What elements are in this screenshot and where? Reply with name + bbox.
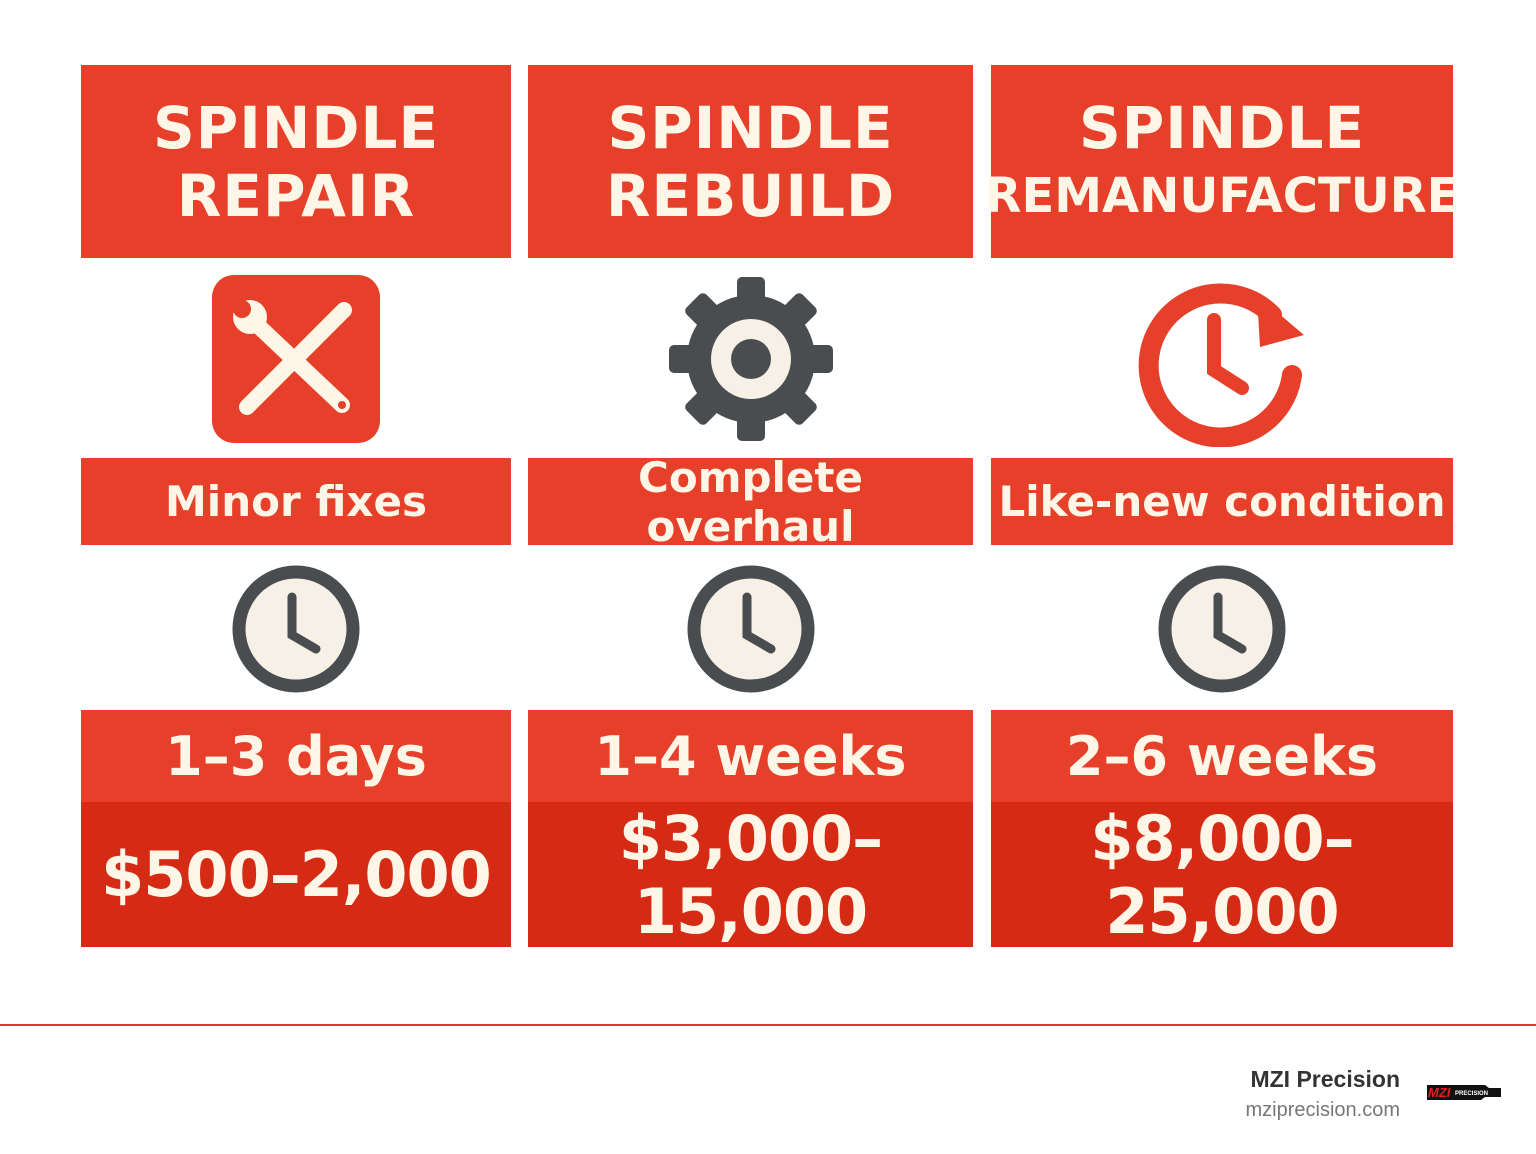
title-line: SPINDLE [152, 93, 440, 162]
column-repair: SPINDLE REPAIR Minor fixes 1–3 days $500–… [81, 0, 511, 950]
svg-text:MZI: MZI [1428, 1085, 1451, 1100]
svg-text:PRECISION: PRECISION [1455, 1091, 1488, 1097]
title-line: REBUILD [605, 161, 896, 230]
description: Complete overhaul [528, 453, 973, 551]
wrench-screwdriver-icon [212, 275, 380, 447]
column-title: SPINDLE REPAIR [81, 65, 511, 258]
column-title: SPINDLE REMANUFACTURE [985, 65, 1459, 258]
gear-icon [667, 275, 835, 447]
cost: $3,000–15,000 [528, 802, 973, 948]
cost: $500–2,000 [81, 802, 511, 947]
timeframe: 1–4 weeks [528, 710, 973, 802]
title-line: SPINDLE [607, 93, 894, 162]
clock-icon [687, 565, 815, 697]
title-line: SPINDLE [1078, 93, 1366, 162]
column-title: SPINDLE REBUILD [528, 65, 973, 258]
timeframe: 1–3 days [81, 710, 511, 802]
description: Like-new condition [991, 458, 1453, 545]
description: Minor fixes [81, 458, 511, 545]
clock-icon [232, 565, 360, 697]
title-line: REMANUFACTURE [984, 167, 1460, 224]
footer-url[interactable]: mziprecision.com [1245, 1099, 1400, 1121]
footer-brand: MZI Precision [1250, 1066, 1400, 1092]
timeframe: 2–6 weeks [991, 710, 1453, 802]
mzi-logo: MZI PRECISION [1425, 1082, 1503, 1106]
column-remanufacture: SPINDLE REMANUFACTURE Like-new condition … [985, 0, 1459, 950]
clock-refresh-icon [1132, 275, 1312, 451]
title-line: REPAIR [176, 161, 416, 230]
column-rebuild: SPINDLE REBUILD Complete overhaul 1–4 wee… [528, 0, 973, 950]
footer-divider [0, 1024, 1536, 1026]
cost: $8,000–25,000 [991, 802, 1453, 948]
clock-icon [1158, 565, 1286, 697]
